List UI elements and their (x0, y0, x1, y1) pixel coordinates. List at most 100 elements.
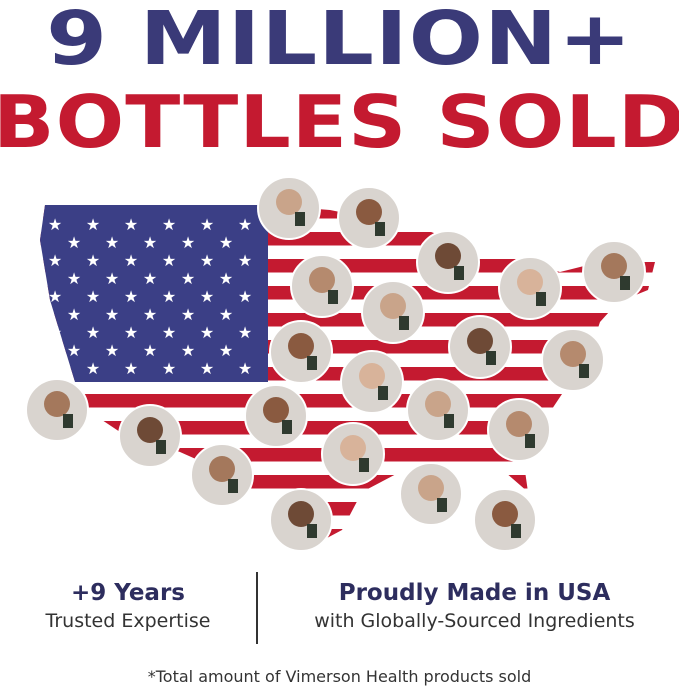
supplement-bottle (295, 212, 305, 226)
supplement-bottle (444, 414, 454, 428)
supplement-bottle (328, 290, 338, 304)
star-icon: ★ (48, 323, 62, 342)
star-icon: ★ (200, 251, 214, 270)
supplement-bottle (437, 498, 447, 512)
flag-canton (40, 205, 268, 382)
customer-face (601, 253, 627, 279)
footnote: *Total amount of Vimerson Health product… (147, 667, 532, 686)
supplement-bottle (63, 414, 73, 428)
flag-stars: ★ ★ ★ ★ ★ ★ ★ ★ ★ ★ ★ ★ ★ ★ ★ ★ ★ ★ ★ ★ ★ ★ ★ ★ ★ ★ ★ ★ ★ ★ ★ ★ ★ ★ ★ ★ ★ ★ ★ ★… (48, 215, 252, 378)
star-icon: ★ (143, 269, 157, 288)
star-icon: ★ (67, 305, 81, 324)
star-icon: ★ (162, 215, 176, 234)
customer-face (356, 199, 382, 225)
divider (256, 572, 258, 644)
star-icon: ★ (86, 287, 100, 306)
customer-face (425, 391, 451, 417)
star-icon: ★ (162, 287, 176, 306)
supplement-bottle (307, 524, 317, 538)
customer-face (340, 435, 366, 461)
customer-face (288, 501, 314, 527)
customer-face (263, 397, 289, 423)
supplement-bottle (579, 364, 589, 378)
star-icon: ★ (181, 269, 195, 288)
headline-line-1: 9 MILLION+ (46, 0, 633, 82)
star-icon: ★ (238, 251, 252, 270)
star-icon: ★ (86, 323, 100, 342)
customer-face (209, 456, 235, 482)
star-icon: ★ (181, 341, 195, 360)
customer-face (467, 328, 493, 354)
star-icon: ★ (67, 233, 81, 252)
star-icon: ★ (162, 323, 176, 342)
supplement-bottle (375, 222, 385, 236)
star-icon: ★ (200, 215, 214, 234)
star-icon: ★ (48, 251, 62, 270)
star-icon: ★ (86, 359, 100, 378)
usa-flag-map: ★ ★ ★ ★ ★ ★ ★ ★ ★ ★ ★ ★ ★ ★ ★ ★ ★ ★ ★ ★ ★ ★ ★ ★ ★ ★ ★ ★ ★ ★ ★ ★ ★ ★ ★ ★ ★ ★ ★ ★… (25, 176, 655, 552)
star-icon: ★ (67, 269, 81, 288)
customer-photos (25, 176, 646, 552)
star-icon: ★ (200, 287, 214, 306)
customer-face (418, 475, 444, 501)
supplement-bottle (359, 458, 369, 472)
star-icon: ★ (48, 287, 62, 306)
star-icon: ★ (162, 251, 176, 270)
supplement-bottle (536, 292, 546, 306)
supplement-bottle (620, 276, 630, 290)
star-icon: ★ (124, 359, 138, 378)
customer-face (288, 333, 314, 359)
star-icon: ★ (238, 323, 252, 342)
star-icon: ★ (238, 215, 252, 234)
supplement-bottle (511, 524, 521, 538)
supplement-bottle (282, 420, 292, 434)
star-icon: ★ (105, 341, 119, 360)
headline-line-2: BOTTLES SOLD (0, 80, 679, 164)
star-icon: ★ (219, 233, 233, 252)
star-icon: ★ (238, 359, 252, 378)
star-icon: ★ (143, 341, 157, 360)
customer-face (359, 363, 385, 389)
customer-face (517, 269, 543, 295)
star-icon: ★ (67, 341, 81, 360)
stat-usa-subtitle: with Globally-Sourced Ingredients (314, 610, 635, 632)
star-icon: ★ (48, 215, 62, 234)
customer-face (560, 341, 586, 367)
supplement-bottle (454, 266, 464, 280)
star-icon: ★ (48, 359, 62, 378)
star-icon: ★ (124, 287, 138, 306)
star-icon: ★ (105, 233, 119, 252)
customer-face (44, 391, 70, 417)
star-icon: ★ (143, 305, 157, 324)
star-icon: ★ (124, 215, 138, 234)
star-icon: ★ (181, 233, 195, 252)
star-icon: ★ (219, 269, 233, 288)
stat-years-title: +9 Years (71, 580, 185, 606)
supplement-bottle (486, 351, 496, 365)
stat-usa-title: Proudly Made in USA (338, 580, 611, 606)
star-icon: ★ (200, 323, 214, 342)
star-icon: ★ (105, 305, 119, 324)
customer-face (435, 243, 461, 269)
star-icon: ★ (219, 341, 233, 360)
star-icon: ★ (143, 233, 157, 252)
customer-face (276, 189, 302, 215)
supplement-bottle (399, 316, 409, 330)
customer-face (492, 501, 518, 527)
star-icon: ★ (238, 287, 252, 306)
supplement-bottle (307, 356, 317, 370)
supplement-bottle (525, 434, 535, 448)
supplement-bottle (228, 479, 238, 493)
supplement-bottle (378, 386, 388, 400)
supplement-bottle (156, 440, 166, 454)
customer-face (309, 267, 335, 293)
star-icon: ★ (200, 359, 214, 378)
star-icon: ★ (124, 323, 138, 342)
stat-years: +9 Years Trusted Expertise (0, 580, 256, 632)
star-icon: ★ (124, 251, 138, 270)
customer-face (380, 293, 406, 319)
star-icon: ★ (86, 251, 100, 270)
star-icon: ★ (219, 305, 233, 324)
star-icon: ★ (86, 215, 100, 234)
customer-face (506, 411, 532, 437)
